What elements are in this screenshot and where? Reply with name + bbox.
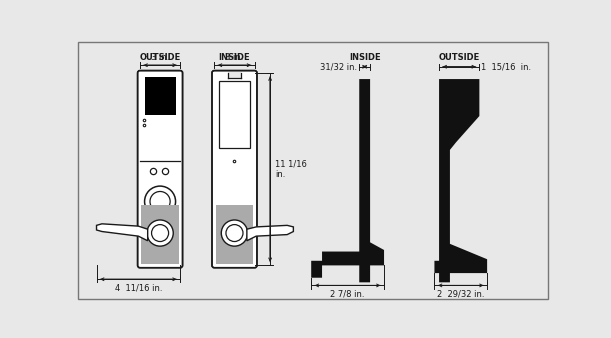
Polygon shape bbox=[247, 225, 293, 241]
Text: INSIDE: INSIDE bbox=[219, 53, 251, 62]
Circle shape bbox=[150, 192, 170, 212]
Bar bbox=[219, 80, 250, 148]
Polygon shape bbox=[311, 79, 384, 282]
Text: 3 in.: 3 in. bbox=[225, 53, 244, 62]
FancyBboxPatch shape bbox=[212, 71, 257, 268]
Circle shape bbox=[221, 220, 247, 246]
FancyBboxPatch shape bbox=[137, 71, 183, 268]
Text: 3 in.: 3 in. bbox=[151, 53, 169, 62]
Text: OUTSIDE: OUTSIDE bbox=[439, 53, 480, 62]
Bar bbox=[142, 206, 178, 264]
Text: 2  29/32 in.: 2 29/32 in. bbox=[437, 289, 485, 298]
Circle shape bbox=[147, 220, 174, 246]
Text: INSIDE: INSIDE bbox=[349, 53, 381, 62]
Polygon shape bbox=[434, 79, 487, 282]
Circle shape bbox=[226, 224, 243, 242]
Text: 11 1/16
in.: 11 1/16 in. bbox=[275, 160, 307, 179]
Text: 1  15/16  in.: 1 15/16 in. bbox=[481, 62, 531, 71]
Text: 31/32 in.: 31/32 in. bbox=[320, 62, 357, 71]
Bar bbox=[216, 206, 253, 264]
Circle shape bbox=[145, 186, 175, 217]
Text: OUTSIDE: OUTSIDE bbox=[139, 53, 181, 62]
Bar bbox=[145, 77, 175, 115]
Bar bbox=[227, 72, 241, 78]
Text: 4  11/16 in.: 4 11/16 in. bbox=[115, 283, 162, 292]
Text: 2 7/8 in.: 2 7/8 in. bbox=[331, 289, 365, 298]
Circle shape bbox=[152, 224, 169, 242]
Polygon shape bbox=[97, 224, 148, 241]
